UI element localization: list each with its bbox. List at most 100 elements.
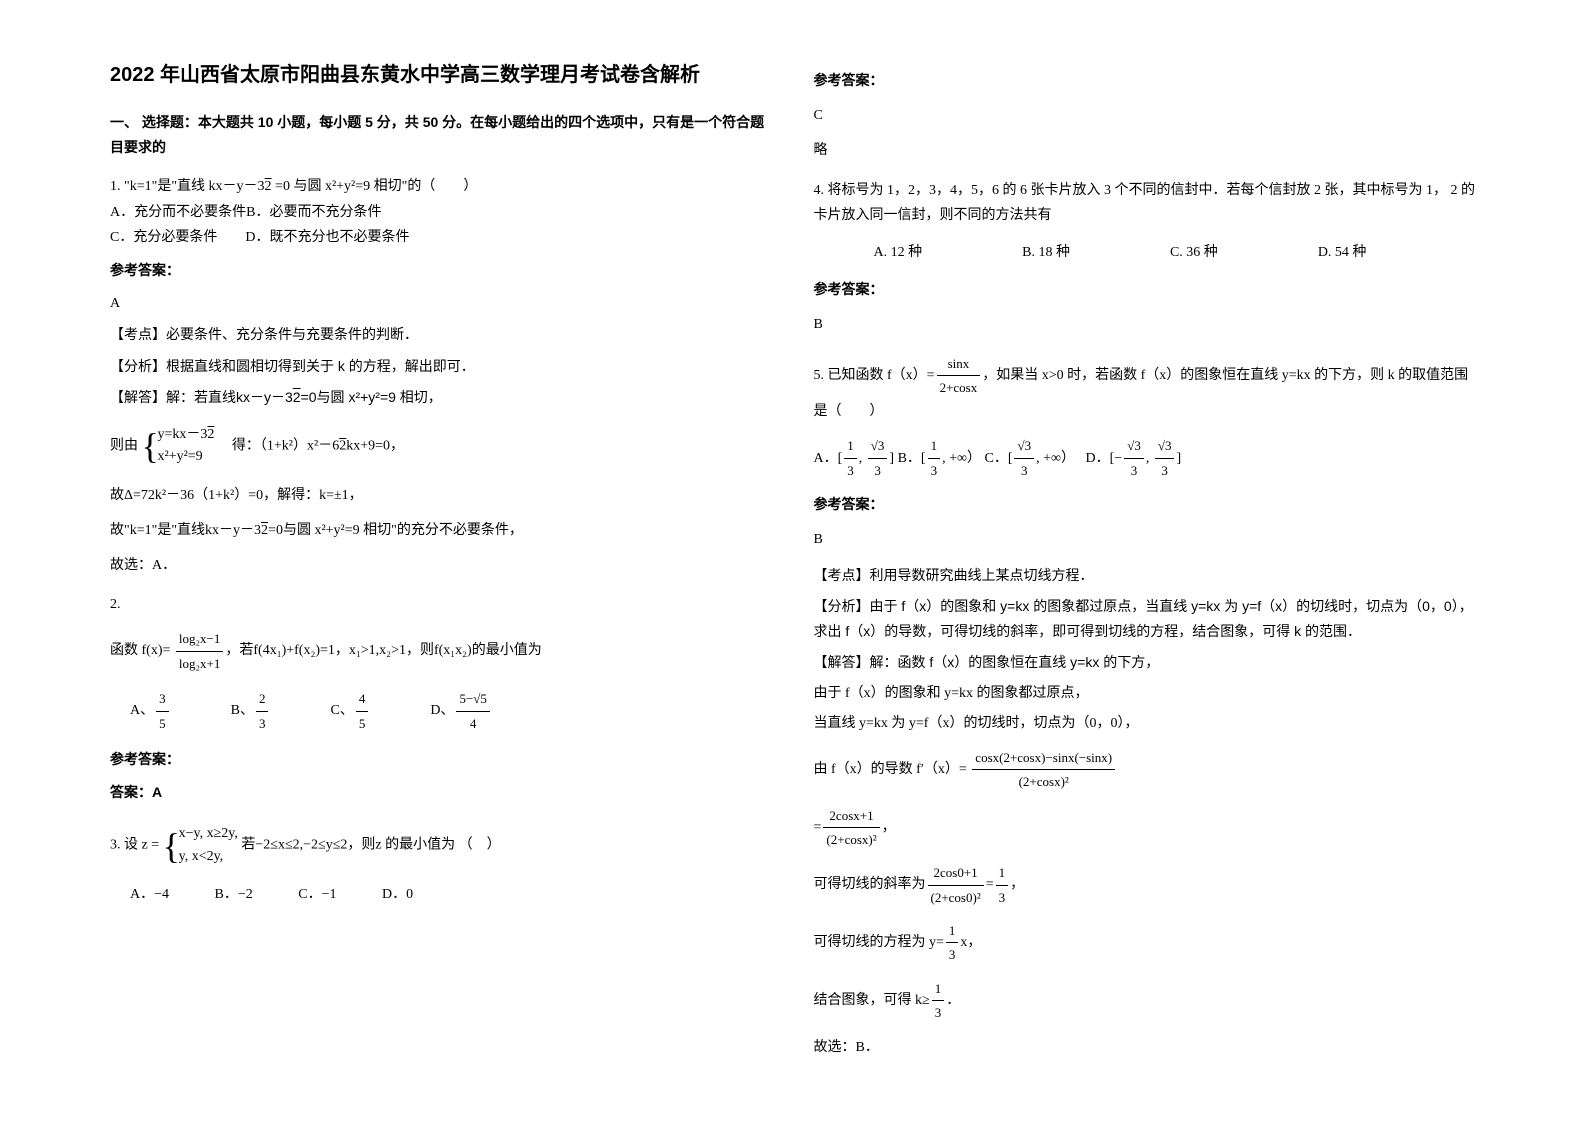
q1-opt-d: D．既不充分也不必要条件 bbox=[245, 230, 409, 245]
q2-opt-b-num: 2 bbox=[256, 687, 269, 711]
q5-slope-prefix: 可得切线的斜率为 bbox=[814, 877, 926, 892]
q5-stem-frac: sinx2+cosx bbox=[937, 352, 981, 400]
exam-title: 2022 年山西省太原市阳曲县东黄水中学高三数学理月考试卷含解析 bbox=[110, 60, 774, 90]
q5-b-n1: 1 bbox=[928, 434, 941, 458]
q1-answer: A bbox=[110, 291, 774, 316]
q2-cond-suffix: 的最小值为 bbox=[472, 644, 542, 659]
q5-res-prefix: 结合图象，可得 k≥ bbox=[814, 993, 930, 1008]
q5-a-n1: 1 bbox=[844, 434, 857, 458]
q4-opt-d: D. 54 种 bbox=[1318, 240, 1367, 265]
q2-answer-label: 参考答案： bbox=[110, 747, 774, 772]
q5-slope-num: 2cos0+1 bbox=[928, 861, 984, 885]
q5-opt-a-label: A．[ bbox=[814, 451, 843, 466]
q5-deriv2-suffix: ， bbox=[882, 820, 896, 835]
q4-opt-c: C. 36 种 bbox=[1170, 240, 1218, 265]
q5-a-d1: 3 bbox=[844, 459, 857, 482]
q5-deriv-prefix: 由 f（x）的导数 f′（x）= bbox=[814, 762, 967, 777]
q2-opt-b-frac: 23 bbox=[256, 687, 269, 735]
q3-cond: −2≤x≤2,−2≤y≤2 bbox=[255, 838, 347, 853]
q3-opt-c: C．−1 bbox=[298, 887, 336, 902]
q3-zeq: z = bbox=[142, 838, 160, 853]
q5-kp: 【考点】利用导数研究曲线上某点切线方程． bbox=[814, 563, 1478, 588]
q3-cond-prefix: 若 bbox=[241, 838, 255, 853]
q5-jd3: 当直线 y=kx 为 y=f（x）的切线时，切点为（0，0）， bbox=[814, 711, 1478, 736]
q5-res: 结合图象，可得 k≥13． bbox=[814, 977, 1478, 1025]
q5-opt-d-f2: √33 bbox=[1155, 434, 1175, 482]
q5-opt-d-f1: √33 bbox=[1124, 434, 1144, 482]
q2-func-label: 函数 bbox=[110, 644, 138, 659]
q2-func-frac: log₂x−1 log₂x+1 bbox=[176, 627, 223, 675]
q2-opt-d-den: 4 bbox=[456, 712, 489, 735]
q5-b-close: , +∞） bbox=[942, 451, 981, 466]
q2-opt-b-label: B、 bbox=[231, 703, 254, 718]
q5-d-close: ] bbox=[1176, 451, 1181, 466]
q1-jd-prefix: 【解答】解：若直线 bbox=[110, 389, 236, 405]
q5-tan-suffix: x， bbox=[960, 935, 981, 950]
q1-delta: 故Δ=72k²－36（1+k²）=0，解得：k=±1， bbox=[110, 483, 774, 508]
q2-opt-c-label: C、 bbox=[330, 703, 353, 718]
problem-5: 5. 已知函数 f（x）=sinx2+cosx，如果当 x>0 时，若函数 f（… bbox=[814, 352, 1478, 1060]
q5-slope-den: (2+cos0)² bbox=[928, 886, 984, 909]
q5-opt-d-label: D．[− bbox=[1086, 451, 1123, 466]
q2-opt-c-den: 5 bbox=[356, 712, 369, 735]
q2-answer: 答案：A bbox=[110, 780, 774, 805]
q2-opt-b-den: 3 bbox=[256, 712, 269, 735]
q5-slope-eq: = bbox=[986, 877, 994, 892]
q5-frac-den: 2+cosx bbox=[937, 376, 981, 399]
q4-answer: B bbox=[814, 312, 1478, 337]
section-a-title: 一、 选择题：本大题共 10 小题，每小题 5 分，共 50 分。在每小题给出的… bbox=[110, 110, 774, 160]
q5-deriv: 由 f（x）的导数 f′（x）= cosx(2+cosx)−sinx(−sinx… bbox=[814, 746, 1478, 794]
q2-cond-prefix: ，若 bbox=[225, 644, 253, 659]
q3-prefix: 3. 设 bbox=[110, 838, 138, 853]
q5-res-suffix: ． bbox=[946, 993, 960, 1008]
q2-opt-c: C、45 bbox=[330, 687, 370, 735]
q5-c-d1: 3 bbox=[1014, 459, 1034, 482]
q1-jd: 【解答】解：若直线kx－y－32=0与圆 x²+y²=9 相切， bbox=[110, 385, 774, 410]
q2-opt-c-num: 4 bbox=[356, 687, 369, 711]
q5-opt-b: B．[13, +∞） bbox=[898, 451, 981, 466]
q5-frac-num: sinx bbox=[937, 352, 981, 376]
q5-tan: 可得切线的方程为 y=13x， bbox=[814, 919, 1478, 967]
q1-conc: 故"k=1"是"直线kx－y－32=0与圆 x²+y²=9 相切"的充分不必要条… bbox=[110, 518, 774, 543]
q1-system: 则由 y=kx－32 x²+y²=9 得：（1+k²）x²－62kx+9=0， bbox=[110, 420, 774, 473]
q4-options: A. 12 种 B. 18 种 C. 36 种 D. 54 种 bbox=[814, 240, 1478, 265]
q2-func-eq: f(x)= bbox=[142, 644, 171, 659]
q3-sys-b: y, x<2y, bbox=[179, 846, 238, 868]
q4-answer-label: 参考答案： bbox=[814, 277, 1478, 302]
q5-slope: 可得切线的斜率为2cos0+1(2+cos0)²=13， bbox=[814, 861, 1478, 909]
q1-sys-a: y=kx－32 bbox=[158, 424, 215, 446]
q5-tan-frac: 13 bbox=[946, 919, 959, 967]
q5-tan-num: 1 bbox=[946, 919, 959, 943]
q5-d-d1: 3 bbox=[1124, 459, 1144, 482]
q2-cond-expr: f(4x₁)+f(x₂)=1 bbox=[253, 644, 335, 659]
q5-deriv2-num: 2cosx+1 bbox=[823, 804, 879, 828]
q3-opt-a: A．−4 bbox=[130, 887, 169, 902]
q1-sqrt2-b: 2 bbox=[293, 389, 301, 405]
right-column: 参考答案： C 略 4. 将标号为 1，2，3，4，5，6 的 6 张卡片放入 … bbox=[794, 60, 1498, 1074]
q1-stem-prefix: 1. "k=1"是"直线 kx－y－3 bbox=[110, 179, 265, 194]
q1-sys-suffix2: kx+9=0， bbox=[346, 438, 404, 453]
q1-brace: y=kx－32 x²+y²=9 bbox=[142, 424, 215, 469]
q5-slope-n2: 1 bbox=[996, 861, 1009, 885]
q5-c-close: , +∞） bbox=[1036, 451, 1068, 466]
problem-4: 4. 将标号为 1，2，3，4，5，6 的 6 张卡片放入 3 个不同的信封中．… bbox=[814, 178, 1478, 338]
q5-slope-d2: 3 bbox=[996, 886, 1009, 909]
q1-conc-suffix: =0与圆 x²+y²=9 相切"的充分不必要条件， bbox=[268, 523, 523, 538]
q1-opt-c: C．充分必要条件 bbox=[110, 230, 245, 245]
q2-opt-a: A、35 bbox=[130, 687, 171, 735]
q5-a-n2: √3 bbox=[868, 434, 888, 458]
q1-sys-suffix: 得：（1+k²）x²－6 bbox=[218, 438, 339, 453]
q1-stem-suffix: =0 与圆 x²+y²=9 相切"的（ ） bbox=[272, 179, 478, 194]
q5-deriv-den: (2+cosx)² bbox=[972, 770, 1115, 793]
q5-opt-b-label: B．[ bbox=[898, 451, 926, 466]
q5-d-sep: , bbox=[1146, 451, 1153, 466]
q2-opt-a-den: 5 bbox=[156, 712, 169, 735]
q1-sys-b: x²+y²=9 bbox=[158, 446, 215, 468]
q2-num: 2. bbox=[110, 592, 774, 617]
left-column: 2022 年山西省太原市阳曲县东黄水中学高三数学理月考试卷含解析 一、 选择题：… bbox=[90, 60, 794, 1074]
q3-options: A．−4 B．−2 C．−1 D．0 bbox=[110, 882, 774, 907]
q1-fx: 【分析】根据直线和圆相切得到关于 k 的方程，解出即可． bbox=[110, 354, 774, 379]
q1-answer-label: 参考答案： bbox=[110, 258, 774, 283]
q5-opt-c: C．[√33, +∞） bbox=[984, 451, 1068, 466]
q5-opt-b-f1: 13 bbox=[928, 434, 941, 482]
